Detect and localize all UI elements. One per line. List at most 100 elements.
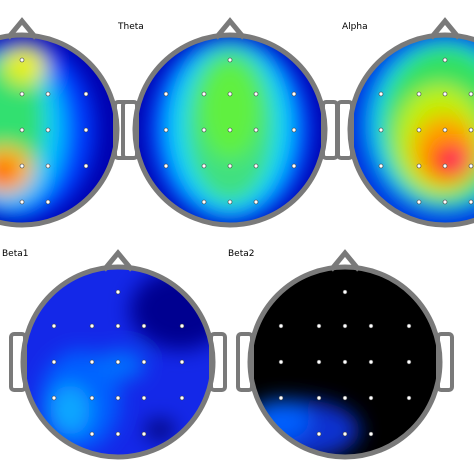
electrode [406, 359, 412, 365]
electrode [342, 395, 348, 401]
electrode [291, 163, 297, 169]
electrode [19, 199, 25, 205]
electrode [442, 91, 448, 97]
electrode [291, 91, 297, 97]
electrode [253, 127, 259, 133]
electrode [378, 91, 384, 97]
electrode [227, 91, 233, 97]
electrode [45, 163, 51, 169]
panel-label: Alpha [342, 22, 368, 32]
electrode [253, 163, 259, 169]
electrode [83, 127, 89, 133]
electrode [342, 289, 348, 295]
electrode [442, 57, 448, 63]
electrode [45, 199, 51, 205]
electrode [342, 431, 348, 437]
electrode [115, 395, 121, 401]
electrode [416, 91, 422, 97]
electrode [179, 323, 185, 329]
electrode [468, 199, 474, 205]
electrode [468, 163, 474, 169]
electrode [442, 127, 448, 133]
head-outline [247, 264, 443, 460]
electrode [278, 359, 284, 365]
electrode [51, 323, 57, 329]
electrode [316, 323, 322, 329]
electrode [201, 127, 207, 133]
electrode [201, 91, 207, 97]
electrode [316, 395, 322, 401]
electrode [115, 323, 121, 329]
electrode [19, 163, 25, 169]
nose [214, 17, 246, 40]
electrode [416, 163, 422, 169]
electrode [115, 431, 121, 437]
nose [6, 17, 38, 40]
electrode [115, 359, 121, 365]
head-outlines [0, 17, 474, 460]
electrode [83, 91, 89, 97]
nose [429, 17, 461, 40]
electrode [51, 359, 57, 365]
electrode [141, 359, 147, 365]
nose [329, 249, 361, 272]
electrode [115, 289, 121, 295]
electrode [179, 359, 185, 365]
electrode [368, 431, 374, 437]
electrode [342, 323, 348, 329]
nose [102, 249, 134, 272]
electrode [201, 199, 207, 205]
electrode [89, 323, 95, 329]
electrode [406, 395, 412, 401]
electrode [468, 127, 474, 133]
electrode [442, 163, 448, 169]
electrode [368, 359, 374, 365]
panel-label: Theta [117, 22, 144, 32]
head-outline [20, 264, 216, 460]
electrode [201, 163, 207, 169]
electrode [406, 323, 412, 329]
electrode [141, 395, 147, 401]
electrode [416, 199, 422, 205]
electrode [179, 395, 185, 401]
head-outline [0, 32, 120, 228]
electrode [163, 127, 169, 133]
electrode [227, 57, 233, 63]
electrode [316, 431, 322, 437]
electrode [89, 359, 95, 365]
electrode [442, 199, 448, 205]
electrode [89, 395, 95, 401]
electrode [227, 199, 233, 205]
electrode [468, 91, 474, 97]
electrode [45, 127, 51, 133]
electrode [253, 199, 259, 205]
electrode [163, 163, 169, 169]
panel-label: Beta2 [228, 249, 254, 259]
electrode [368, 323, 374, 329]
electrode [227, 127, 233, 133]
electrode [278, 395, 284, 401]
electrode [141, 431, 147, 437]
electrode [51, 395, 57, 401]
head-outline [347, 32, 474, 228]
panel-label: Beta1 [2, 249, 28, 259]
electrode [83, 163, 89, 169]
electrode [316, 359, 322, 365]
electrode [416, 127, 422, 133]
electrode [378, 127, 384, 133]
electrode [278, 323, 284, 329]
electrode [19, 127, 25, 133]
electrode [163, 91, 169, 97]
electrode [342, 359, 348, 365]
electrode [19, 91, 25, 97]
electrode [89, 431, 95, 437]
electrode [45, 91, 51, 97]
electrode [291, 127, 297, 133]
head-outline [132, 32, 328, 228]
electrode [141, 323, 147, 329]
electrode [368, 395, 374, 401]
electrode [378, 163, 384, 169]
electrode [19, 57, 25, 63]
electrode [253, 91, 259, 97]
